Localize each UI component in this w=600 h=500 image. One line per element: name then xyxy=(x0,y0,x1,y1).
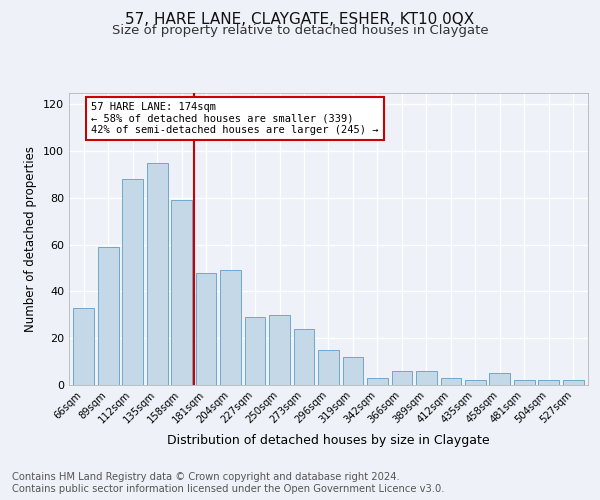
Bar xyxy=(318,350,339,385)
Bar xyxy=(147,162,167,385)
Text: 57, HARE LANE, CLAYGATE, ESHER, KT10 0QX: 57, HARE LANE, CLAYGATE, ESHER, KT10 0QX xyxy=(125,12,475,28)
Y-axis label: Number of detached properties: Number of detached properties xyxy=(25,146,37,332)
Text: Contains public sector information licensed under the Open Government Licence v3: Contains public sector information licen… xyxy=(12,484,445,494)
Text: Contains HM Land Registry data © Crown copyright and database right 2024.: Contains HM Land Registry data © Crown c… xyxy=(12,472,400,482)
Bar xyxy=(538,380,559,385)
Bar xyxy=(392,371,412,385)
X-axis label: Distribution of detached houses by size in Claygate: Distribution of detached houses by size … xyxy=(167,434,490,447)
Bar xyxy=(367,378,388,385)
Bar xyxy=(293,329,314,385)
Bar xyxy=(98,247,119,385)
Text: 57 HARE LANE: 174sqm
← 58% of detached houses are smaller (339)
42% of semi-deta: 57 HARE LANE: 174sqm ← 58% of detached h… xyxy=(91,102,379,135)
Text: Size of property relative to detached houses in Claygate: Size of property relative to detached ho… xyxy=(112,24,488,37)
Bar xyxy=(220,270,241,385)
Bar xyxy=(416,371,437,385)
Bar xyxy=(465,380,486,385)
Bar xyxy=(343,357,364,385)
Bar xyxy=(514,380,535,385)
Bar xyxy=(269,315,290,385)
Bar xyxy=(196,272,217,385)
Bar xyxy=(563,380,584,385)
Bar xyxy=(122,179,143,385)
Bar xyxy=(171,200,192,385)
Bar xyxy=(440,378,461,385)
Bar xyxy=(490,374,510,385)
Bar xyxy=(245,317,265,385)
Bar xyxy=(73,308,94,385)
